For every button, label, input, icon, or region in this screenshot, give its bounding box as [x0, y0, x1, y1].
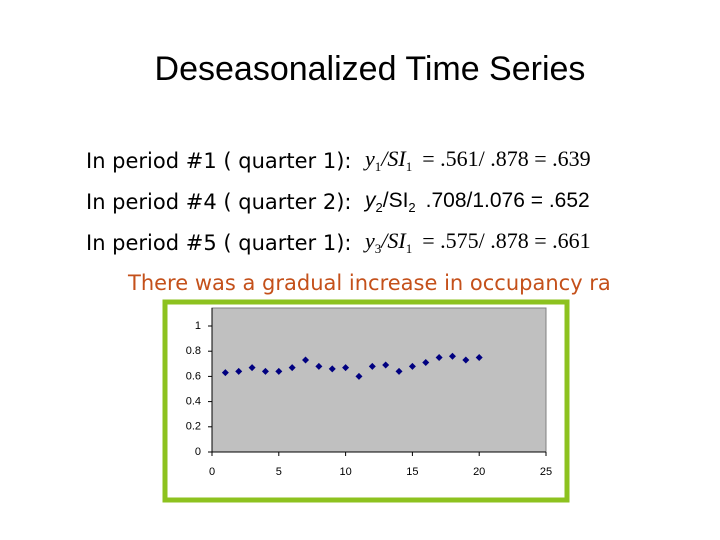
y-tick-label: 0.6	[186, 370, 201, 382]
point	[328, 365, 336, 373]
formula-divisor: /SI	[383, 189, 409, 212]
y-tick-label: 0	[195, 446, 201, 458]
formula-sub: 1	[406, 159, 413, 174]
formula-divisor: /SI	[379, 146, 407, 171]
point	[435, 354, 443, 361]
point	[221, 369, 229, 377]
point	[235, 367, 243, 375]
x-tick-label: 10	[339, 466, 351, 478]
point	[408, 362, 416, 370]
point	[342, 364, 350, 372]
formula-var: y	[363, 146, 375, 171]
point	[462, 356, 470, 364]
note: There was a gradual increase in occupanc…	[127, 271, 611, 295]
point	[475, 354, 483, 361]
formula-divisor: /SI	[379, 228, 407, 253]
x-tick-label: 25	[540, 466, 552, 478]
formula-sub: 2	[376, 200, 383, 215]
point	[382, 361, 390, 369]
x-tick-label: 0	[209, 466, 215, 478]
body-line: In period #1 ( quarter 1):	[86, 149, 351, 173]
point	[248, 364, 256, 372]
y-tick-label: 0.8	[186, 345, 201, 357]
formula-rhs: .708/1.076 = .652	[426, 189, 590, 212]
formula: y2/SI2.708/1.076 = .652	[363, 189, 590, 215]
point	[355, 372, 363, 380]
formula-var: y	[363, 189, 377, 212]
plot-area	[211, 307, 547, 453]
point	[275, 367, 283, 375]
point	[288, 364, 296, 372]
body-line: In period #5 ( quarter 1):	[86, 231, 351, 255]
x-tick-label: 5	[276, 466, 282, 478]
formula-rhs: = .561/ .878 = .639	[422, 146, 590, 171]
formula-sub: 1	[375, 159, 382, 174]
point	[368, 362, 376, 370]
y-tick-label: 0.4	[186, 396, 201, 408]
formula: y1/SI1 = .561/ .878 = .639	[363, 146, 591, 174]
formula-sub: 2	[408, 200, 415, 215]
point	[395, 367, 403, 375]
formula-rhs: = .575/ .878 = .661	[422, 228, 590, 253]
point	[422, 359, 430, 367]
x-tick-label: 20	[473, 466, 485, 478]
formula-var: y	[363, 228, 375, 253]
formula-sub: 1	[406, 241, 413, 256]
body-line: In period #4 ( quarter 2):	[86, 190, 351, 214]
point	[315, 362, 323, 370]
formula: y3/SI1 = .575/ .878 = .661	[363, 228, 591, 256]
point	[302, 356, 310, 364]
slide-title: Deseasonalized Time Series	[155, 50, 586, 88]
x-tick-label: 15	[406, 466, 418, 478]
point	[261, 367, 269, 375]
y-tick-label: 0.2	[186, 421, 201, 433]
point	[448, 352, 456, 360]
formula-sub: 3	[375, 241, 382, 256]
y-tick-label: 1	[195, 320, 201, 332]
